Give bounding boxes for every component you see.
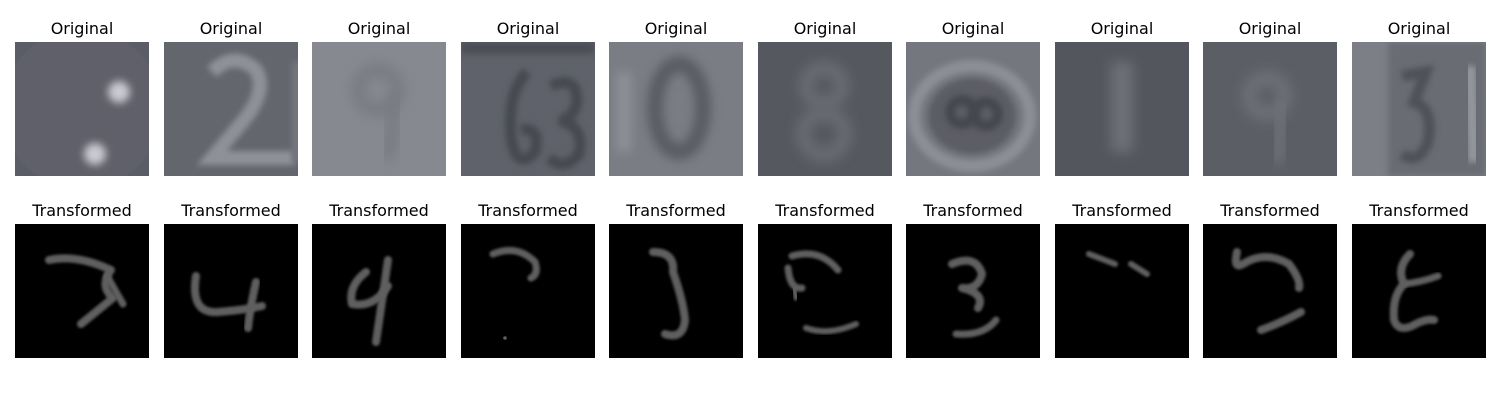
transformed-image-graphic [609,224,743,358]
transformed-tile-title: Transformed [329,201,429,220]
original-image-graphic [15,42,149,176]
transformed-tile-title: Transformed [1220,201,1320,220]
original-image [1203,42,1337,176]
original-image-graphic [1352,42,1486,176]
original-image-graphic [609,42,743,176]
original-tile-title: Original [50,19,114,38]
original-tile-title: Original [793,19,857,38]
original-image [15,42,149,176]
transformed-image-graphic [15,224,149,358]
transformed-tile-title: Transformed [181,201,281,220]
original-tile-title: Original [1090,19,1154,38]
transformed-image [164,224,298,358]
transformed-image-graphic [758,224,892,358]
original-image [461,42,595,176]
transformed-image [1055,224,1189,358]
transformed-tile-title: Transformed [775,201,875,220]
original-image-graphic [1055,42,1189,176]
transformed-tile-title: Transformed [478,201,578,220]
original-tile-title: Original [941,19,1005,38]
transformed-tile-title: Transformed [626,201,726,220]
transformed-tile-title: Transformed [1369,201,1469,220]
transformed-image [461,224,595,358]
original-image [758,42,892,176]
transformed-image-graphic [461,224,595,358]
original-image [609,42,743,176]
original-tile-title: Original [1387,19,1451,38]
transformed-image [15,224,149,358]
original-image-graphic [906,42,1040,176]
original-image [1352,42,1486,176]
original-image-graphic [461,42,595,176]
original-tile-title: Original [347,19,411,38]
transformed-tile-title: Transformed [32,201,132,220]
original-tile-title: Original [496,19,560,38]
transformed-image [906,224,1040,358]
original-image-graphic [758,42,892,176]
transformed-image [609,224,743,358]
original-image [312,42,446,176]
original-image-graphic [1203,42,1337,176]
transformed-tile-title: Transformed [923,201,1023,220]
original-tile-title: Original [1238,19,1302,38]
transformed-image-graphic [1055,224,1189,358]
transformed-image [758,224,892,358]
transformed-image-graphic [1352,224,1486,358]
transformed-image [1352,224,1486,358]
transformed-image [312,224,446,358]
original-image [906,42,1040,176]
original-image [1055,42,1189,176]
original-image-graphic [164,42,298,176]
transformed-image-graphic [1203,224,1337,358]
original-image-graphic [312,42,446,176]
transformed-image [1203,224,1337,358]
transformed-tile-title: Transformed [1072,201,1172,220]
original-tile-title: Original [644,19,708,38]
transformed-image-graphic [164,224,298,358]
transformed-image-graphic [312,224,446,358]
original-image [164,42,298,176]
original-tile-title: Original [199,19,263,38]
transformed-image-graphic [906,224,1040,358]
